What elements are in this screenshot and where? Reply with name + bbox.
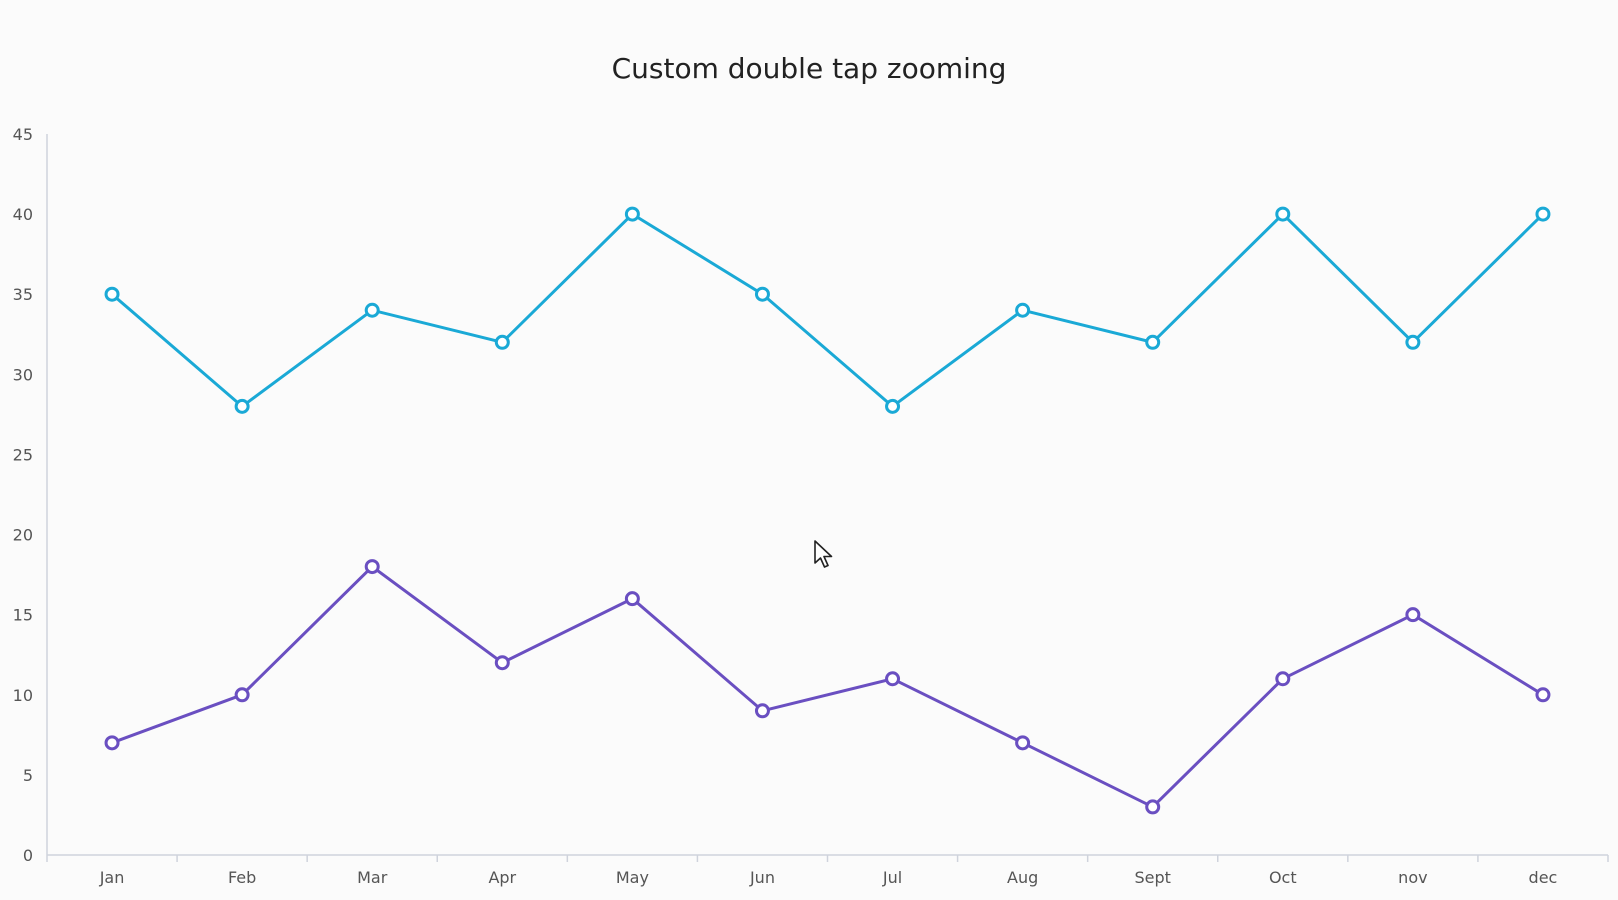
y-tick-label: 45: [13, 125, 33, 144]
series-2-point[interactable]: [756, 705, 768, 717]
series-1-point[interactable]: [1407, 336, 1419, 348]
y-tick-label: 35: [13, 285, 33, 304]
y-tick-label: 0: [23, 846, 33, 865]
y-tick-label: 15: [13, 606, 33, 625]
series-2-point[interactable]: [496, 657, 508, 669]
y-tick-label: 40: [13, 205, 33, 224]
series-1-point[interactable]: [236, 400, 248, 412]
chart-title: Custom double tap zooming: [612, 52, 1007, 85]
y-tick-label: 10: [13, 686, 33, 705]
x-tick-label: Oct: [1269, 868, 1297, 887]
series-2-point[interactable]: [1277, 673, 1289, 685]
series-1-point[interactable]: [756, 288, 768, 300]
x-tick-label: Mar: [357, 868, 388, 887]
y-tick-label: 30: [13, 365, 33, 384]
x-tick-label: Aug: [1007, 868, 1038, 887]
series-1-point[interactable]: [1017, 304, 1029, 316]
series-2-point[interactable]: [1537, 689, 1549, 701]
x-tick-label: Feb: [228, 868, 256, 887]
series-2-point[interactable]: [1407, 609, 1419, 621]
x-tick-label: dec: [1529, 868, 1558, 887]
series-1-point[interactable]: [366, 304, 378, 316]
y-tick-label: 5: [23, 766, 33, 785]
series-2-point[interactable]: [1147, 801, 1159, 813]
series-2-point[interactable]: [887, 673, 899, 685]
y-tick-label: 20: [13, 526, 33, 545]
y-tick-label: 25: [13, 445, 33, 464]
series-1-point[interactable]: [1277, 208, 1289, 220]
mouse-pointer-icon: [813, 540, 835, 570]
x-tick-label: Jun: [749, 868, 775, 887]
series-2-point[interactable]: [106, 737, 118, 749]
x-tick-label: nov: [1398, 868, 1427, 887]
series-1-point[interactable]: [496, 336, 508, 348]
x-tick-label: Sept: [1134, 868, 1170, 887]
x-tick-label: Apr: [488, 868, 516, 887]
series-1-point[interactable]: [106, 288, 118, 300]
series-1-point[interactable]: [626, 208, 638, 220]
series-1-point[interactable]: [1147, 336, 1159, 348]
x-tick-label: Jan: [99, 868, 125, 887]
series-1-point[interactable]: [887, 400, 899, 412]
series-2-point[interactable]: [366, 561, 378, 573]
series-2-point[interactable]: [1017, 737, 1029, 749]
x-tick-label: Jul: [882, 868, 902, 887]
plot-background[interactable]: [47, 134, 1608, 855]
series-2-point[interactable]: [626, 593, 638, 605]
series-2-point[interactable]: [236, 689, 248, 701]
x-tick-label: May: [616, 868, 649, 887]
plot-area[interactable]: [47, 134, 1608, 855]
series-1-point[interactable]: [1537, 208, 1549, 220]
